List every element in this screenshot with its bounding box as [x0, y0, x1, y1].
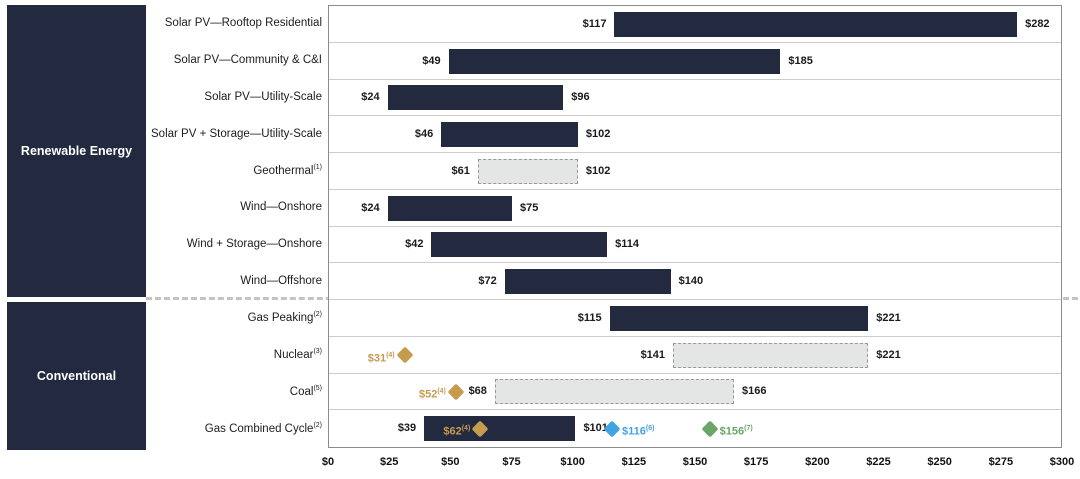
- plot-row: $61 $102: [329, 153, 1061, 190]
- row-label: Wind—Offshore: [240, 274, 322, 287]
- bar-low-value: $141: [640, 348, 666, 361]
- bar-high-value: $102: [585, 164, 611, 177]
- bar-low-value: $42: [405, 238, 424, 251]
- plot-row: $39 $101 $62(4) $116(6) $156(7): [329, 410, 1061, 447]
- row-label: Gas Combined Cycle(2): [204, 421, 322, 435]
- row-label: Coal(5): [289, 384, 322, 398]
- category-label-column: Solar PV—Rooftop Residential Solar PV—Com…: [150, 5, 322, 448]
- range-bar: [387, 85, 564, 111]
- x-axis-tick: $0: [321, 456, 335, 468]
- row-label: Wind—Onshore: [240, 201, 322, 214]
- x-axis: $0 $25 $50 $75 $100 $125 $150 $175 $200 $225 $250 $…: [322, 452, 1074, 472]
- range-bar: [609, 305, 869, 331]
- range-bar: [424, 416, 576, 442]
- bar-high-value: $221: [876, 311, 901, 324]
- bar-high-value: $102: [585, 128, 611, 141]
- range-bar: [441, 122, 578, 148]
- row-label: Solar PV + Storage—Utility-Scale: [151, 127, 322, 140]
- range-bar: [614, 11, 1018, 37]
- bar-high-value: $282: [1025, 17, 1050, 30]
- section-label-text: Conventional: [36, 369, 117, 383]
- range-bar: [494, 379, 735, 405]
- bar-high-value: $140: [678, 275, 704, 288]
- green-diamond-marker: [701, 420, 719, 438]
- row-label: Nuclear(3): [273, 348, 322, 361]
- bar-low-value: $46: [414, 128, 434, 141]
- x-axis-tick: $275: [988, 456, 1014, 468]
- x-axis-tick: $200: [805, 456, 830, 468]
- bar-low-value: $68: [468, 385, 487, 398]
- x-axis-tick: $75: [502, 456, 521, 468]
- section-label-text: Renewable Energy: [20, 144, 133, 158]
- row-label: Wind + Storage—Onshore: [186, 237, 322, 250]
- bar-low-value: $24: [361, 201, 380, 214]
- x-axis-tick: $300: [1049, 456, 1075, 468]
- plot-row: $141 $221 $31(4): [329, 337, 1061, 374]
- range-bar: [431, 232, 608, 258]
- row-label: Solar PV—Community & C&I: [173, 54, 322, 67]
- bar-high-value: $75: [520, 201, 539, 214]
- bar-high-value: $221: [876, 348, 901, 361]
- marker-value-label: $31(4): [367, 351, 395, 365]
- range-bar: [448, 48, 781, 74]
- bar-low-value: $115: [577, 311, 602, 324]
- row-label: Solar PV—Utility-Scale: [204, 90, 322, 103]
- x-axis-tick: $125: [621, 456, 647, 468]
- bar-low-value: $24: [361, 91, 380, 104]
- bar-low-value: $61: [451, 164, 470, 177]
- bar-low-value: $49: [422, 54, 441, 67]
- range-bar: [477, 158, 578, 184]
- bar-low-value: $117: [582, 17, 607, 30]
- row-label: Geothermal(1): [253, 164, 322, 178]
- plot-row: $46 $102: [329, 116, 1061, 153]
- range-bar: [387, 195, 512, 221]
- plot-area: $117 $282 $49 $185 $24 $96 $46 $102 $61 $102 $24 $7…: [328, 5, 1062, 448]
- bar-high-value: $166: [742, 385, 767, 398]
- bar-low-value: $72: [478, 275, 497, 288]
- section-label-renewable-energy: Renewable Energy: [7, 5, 146, 297]
- bar-high-value: $101: [583, 422, 608, 435]
- x-axis-tick: $50: [441, 456, 460, 468]
- gold-diamond-marker: [447, 383, 465, 401]
- marker-value-label: $156(7): [719, 425, 753, 438]
- plot-row: $24 $96: [329, 80, 1061, 117]
- row-label: Gas Peaking(2): [247, 311, 322, 325]
- range-bar: [504, 269, 671, 295]
- plot-row: $24 $75: [329, 190, 1061, 227]
- x-axis-tick: $225: [866, 456, 891, 468]
- marker-value-label: $62(4): [443, 425, 471, 438]
- gold-diamond-marker: [396, 346, 414, 364]
- bar-low-value: $39: [397, 422, 417, 435]
- marker-value-label: $52(4): [418, 388, 446, 402]
- x-axis-tick: $100: [560, 456, 585, 468]
- row-label: Solar PV—Rooftop Residential: [164, 17, 322, 30]
- x-axis-tick: $25: [379, 456, 399, 468]
- x-axis-tick: $175: [743, 456, 769, 468]
- marker-value-label: $116(6): [622, 425, 655, 438]
- range-bar: [673, 342, 869, 368]
- bar-high-value: $96: [571, 91, 590, 104]
- bar-high-value: $185: [788, 54, 813, 67]
- plot-row: $72 $140: [329, 263, 1061, 300]
- plot-row: $68 $166 $52(4): [329, 374, 1061, 411]
- bar-high-value: $114: [615, 238, 640, 251]
- x-axis-tick: $250: [927, 456, 952, 468]
- plot-row: $117 $282: [329, 6, 1061, 43]
- x-axis-tick: $150: [682, 456, 708, 468]
- plot-row: $115 $221: [329, 300, 1061, 337]
- plot-row: $49 $185: [329, 43, 1061, 80]
- plot-row: $42 $114: [329, 227, 1061, 264]
- section-label-conventional: Conventional: [7, 302, 146, 450]
